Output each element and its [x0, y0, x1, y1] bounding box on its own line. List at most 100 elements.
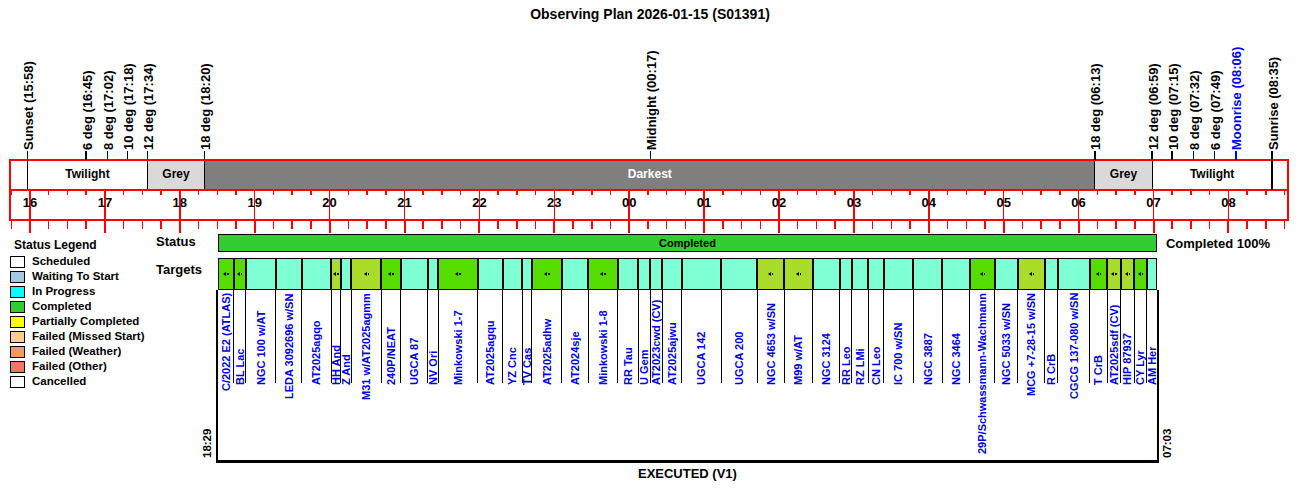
completion-percentage: Completed 100% [1166, 236, 1270, 251]
legend-swatch [10, 376, 25, 388]
page-title: Observing Plan 2026-01-15 (S01391) [0, 6, 1300, 22]
hour-tick [1153, 221, 1155, 233]
quarter-tick [572, 190, 574, 195]
name-separator [502, 290, 503, 383]
hour-label: 18 [173, 195, 187, 210]
target-marker-dot [1115, 273, 1117, 275]
target-name-label: NGC 100 w/AT [255, 311, 267, 385]
target-name-label: LEDA 3092696 w/SN [283, 293, 295, 398]
target-cell [913, 258, 942, 290]
target-cell [331, 258, 341, 290]
quarter-tick [348, 221, 350, 229]
quarter-tick [966, 221, 968, 229]
status-row-label: Status [156, 234, 196, 249]
target-name-label: RR Tau [622, 347, 634, 385]
hour-label: 02 [772, 195, 786, 210]
quarter-tick [1022, 221, 1024, 229]
target-marker-icon [980, 272, 983, 276]
target-marker-dot [227, 273, 229, 275]
top-marker-label: Moonrise (08:06) [1229, 47, 1244, 150]
quarter-tick [11, 190, 13, 195]
top-marker-label: Sunrise (08:35) [1266, 57, 1281, 150]
target-name-label: MCG +7-28-15 w/SN [1025, 293, 1037, 396]
legend-swatch [10, 286, 25, 298]
hour-tick [1227, 221, 1229, 233]
top-marker-label: 12 deg (06:59) [1146, 63, 1161, 150]
top-marker-label: 18 deg (06:13) [1088, 63, 1103, 150]
top-marker-label: Midnight (00:17) [644, 50, 659, 150]
quarter-tick [160, 221, 162, 229]
axis-edge [1287, 159, 1289, 221]
target-cell [276, 258, 302, 290]
band-label: Twilight [65, 167, 109, 181]
target-cell [478, 258, 503, 290]
quarter-tick [48, 221, 50, 229]
band-label: Twilight [1190, 167, 1234, 181]
target-name-label: C/2022 E2 (ATLAS) [220, 293, 232, 391]
target-marker-icon [544, 272, 547, 276]
quarter-tick [797, 190, 799, 195]
legend-swatch [10, 361, 25, 373]
target-name-label: NGC 4653 w/SN [765, 303, 777, 385]
top-marker-label: Sunset (15:58) [21, 61, 36, 150]
target-name-label: NGC 5033 w/SN [1000, 303, 1012, 385]
quarter-tick [872, 221, 874, 229]
target-name-label: NGC 3124 [820, 333, 832, 385]
target-marker-icon [1029, 272, 1032, 276]
footer-end-time: 07:03 [1161, 429, 1173, 458]
target-cell [638, 258, 650, 290]
hour-label: 21 [397, 195, 411, 210]
quarter-tick [647, 221, 649, 229]
target-name-label: AT2025ajwu [666, 322, 678, 385]
quarter-tick [1284, 221, 1286, 229]
target-name-label: Minkowski 1-8 [597, 310, 609, 385]
legend-item-label: Failed (Weather) [32, 345, 121, 357]
target-name-label: T CrB [1092, 355, 1104, 385]
quarter-tick [685, 190, 687, 195]
band-region-separator [204, 159, 205, 191]
top-marker-label: 12 deg (17:34) [141, 63, 156, 150]
legend-item-label: Scheduled [32, 255, 90, 267]
top-marker-tick [650, 151, 652, 160]
target-marker-icon [1111, 272, 1114, 276]
target-cell [852, 258, 868, 290]
quarter-tick [1265, 190, 1267, 195]
quarter-tick [198, 190, 200, 195]
target-marker-dot [368, 273, 370, 275]
quarter-tick [1040, 190, 1042, 195]
name-separator [617, 290, 618, 383]
quarter-tick [572, 221, 574, 229]
quarter-tick [460, 221, 462, 229]
hour-tick [104, 221, 106, 233]
hour-tick [478, 221, 480, 233]
name-separator [721, 290, 722, 383]
quarter-tick [685, 221, 687, 229]
quarter-tick [666, 221, 668, 229]
legend-swatch [10, 256, 25, 268]
target-marker-dot [459, 273, 461, 275]
quarter-tick [591, 221, 593, 229]
top-marker-tick [27, 151, 29, 190]
name-separator [868, 290, 869, 383]
target-name-label: HIP 87937 [1121, 333, 1133, 385]
target-marker-dot [604, 273, 606, 275]
quarter-tick [123, 221, 125, 229]
quarter-tick [666, 190, 668, 195]
top-marker-tick [85, 151, 87, 160]
name-separator [1017, 290, 1018, 383]
hour-label: 19 [247, 195, 261, 210]
legend-item-label: In Progress [32, 285, 95, 297]
name-separator [969, 290, 970, 383]
target-name-label: M31 w/AT2025agmm [360, 293, 372, 400]
target-name-label: IC 700 w/SN [892, 323, 904, 385]
target-name-label: Minkowski 1-7 [452, 310, 464, 385]
quarter-tick [235, 221, 237, 229]
top-marker-tick [147, 151, 149, 160]
hour-tick [1003, 221, 1005, 233]
legend-swatch [10, 301, 25, 313]
band-region-separator [1152, 159, 1153, 191]
hour-label: 07 [1146, 195, 1160, 210]
target-cell [234, 258, 246, 290]
top-marker-tick [1171, 151, 1173, 160]
target-cell [784, 258, 812, 290]
